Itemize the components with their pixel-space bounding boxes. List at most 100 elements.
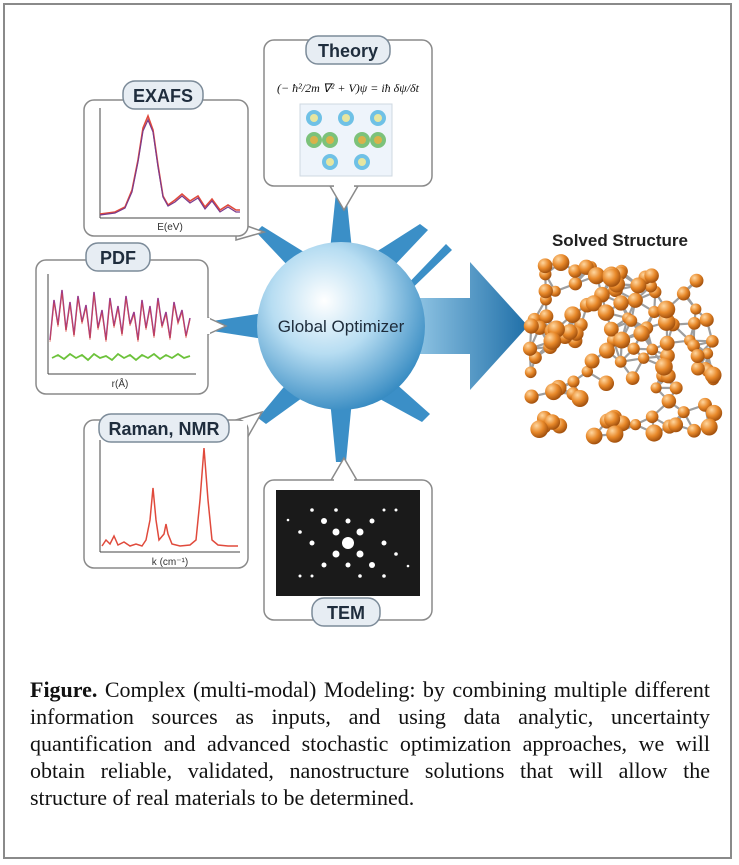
atom [604,411,621,428]
atom [669,381,683,395]
atom [585,427,603,445]
atom [645,424,663,442]
atom [691,361,705,376]
figure-frame [3,3,732,859]
pdf-panel: r(Å) PDF [35,242,228,395]
atom [668,417,684,433]
atom [629,419,642,431]
atom [539,309,554,324]
atom [598,375,615,391]
spike-upper-right [376,224,428,268]
atom [661,394,677,409]
atom [530,420,549,439]
atom [633,325,650,342]
atom [537,258,553,274]
spike-bottom [330,400,352,462]
optimizer-hub: Global Optimizer [206,192,528,462]
diagram: Global Optimizer E(eV) EXAFS (− ħ²/2m ∇²… [35,35,723,627]
caption-text: Complex (multi-modal) Modeling: by combi… [30,677,710,810]
atom [585,295,602,312]
figure-caption: Figure. Complex (multi-modal) Modeling: … [30,676,710,811]
atom [606,425,624,443]
spike-left [206,312,270,340]
atom [568,264,582,278]
atom [690,303,702,315]
atom [687,339,700,353]
raman-panel: k (cm⁻¹) Raman, NMR [83,410,264,569]
pdf-difference-green [51,352,191,362]
theory-label: Theory [318,41,378,61]
atom [704,366,722,384]
atom [648,305,661,319]
atom [706,335,719,348]
atom [659,335,675,351]
atom [690,349,705,363]
hub-label: Global Optimizer [278,317,405,336]
atom [627,292,643,308]
exafs-xlabel: E(eV) [157,222,183,233]
atom [614,355,627,368]
atom [705,404,723,422]
atom [637,352,650,364]
pdf-label: PDF [100,248,136,268]
hub-sphere [257,242,425,410]
atom [598,342,615,359]
atom [657,300,676,319]
schrodinger-equation: (− ħ²/2m ∇² + V)ψ = iħ δψ/δt [277,81,420,95]
spike-upper-left [256,226,304,268]
atom [602,268,621,287]
atom [522,341,538,356]
atom [625,371,640,385]
atom [630,277,647,294]
solved-structure-label: Solved Structure [552,231,688,250]
pdf-spectrum-red [49,292,191,343]
atom [687,316,701,330]
atom [584,353,600,369]
atom [689,273,704,288]
atom [700,418,718,436]
diffraction-spots [286,508,410,578]
atom [567,375,580,388]
atom [564,306,581,323]
atom [699,312,714,327]
exafs-label: EXAFS [133,86,193,106]
atom [552,254,570,271]
atom [625,314,638,327]
atom [657,313,676,331]
raman-spectrum [101,447,238,547]
atom [545,383,563,401]
output-arrow [400,262,528,390]
raman-label: Raman, NMR [108,419,219,439]
atom [538,283,553,299]
atom [568,277,583,291]
density-orbitals [306,110,386,170]
atom [644,268,659,283]
atom [571,389,589,407]
atom [645,410,659,424]
atom [655,357,673,376]
atom [677,406,690,419]
atom [524,366,537,379]
atom [543,332,562,350]
atom [627,342,640,355]
caption-lead: Figure. [30,677,98,702]
atom [524,389,539,404]
atom [597,304,615,321]
atom [587,267,606,285]
atom [646,343,659,356]
raman-xlabel: k (cm⁻¹) [152,557,188,568]
atom [687,423,701,438]
exafs-panel: E(eV) EXAFS [83,80,267,241]
pdf-xlabel: r(Å) [112,377,129,390]
atom [544,414,561,430]
atom [603,321,619,337]
tem-panel: TEM [263,456,433,627]
exafs-spectrum-purple [99,118,240,216]
theory-panel: (− ħ²/2m ∇² + V)ψ = iħ δψ/δt Theory [263,35,433,212]
atom [701,347,714,360]
structure-atoms [522,254,723,445]
atom [581,365,594,378]
solved-structure: Solved Structure [522,231,723,445]
atom [676,287,691,301]
tem-label: TEM [327,603,365,623]
